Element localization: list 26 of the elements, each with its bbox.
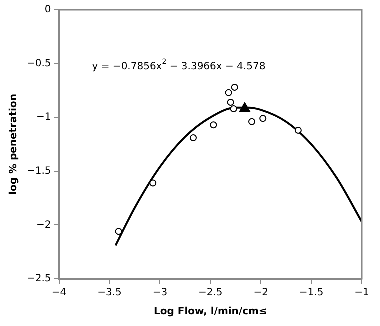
y-tick-label: 0 xyxy=(44,4,52,16)
point xyxy=(227,99,234,106)
y-tick-label: −2.5 xyxy=(26,274,52,285)
point xyxy=(225,89,232,96)
point xyxy=(150,180,157,187)
x-tick-label: −2.5 xyxy=(198,288,223,299)
x-axis-title: Log Flow, l/min/cm≤ xyxy=(154,306,268,318)
x-tick-label: −4 xyxy=(52,288,67,299)
y-tick-label: −1 xyxy=(36,112,52,124)
point xyxy=(294,127,302,134)
y-tick-label: −0.5 xyxy=(26,58,52,70)
y-tick-label: −2 xyxy=(36,220,52,231)
y-axis-title: log % penetration xyxy=(8,94,20,195)
point xyxy=(260,115,267,122)
point xyxy=(231,84,238,91)
x-tick-label: −3.5 xyxy=(98,288,122,299)
point xyxy=(190,134,197,142)
x-tick-label: −1 xyxy=(354,288,370,299)
point xyxy=(115,228,122,236)
x-tick-label: −3 xyxy=(152,288,168,299)
x-tick-label: −1.5 xyxy=(299,288,324,299)
point xyxy=(230,105,238,112)
x-tick-label: −2 xyxy=(254,288,268,299)
point xyxy=(210,122,218,129)
point xyxy=(248,118,256,126)
y-tick-label: −1.5 xyxy=(26,166,52,177)
